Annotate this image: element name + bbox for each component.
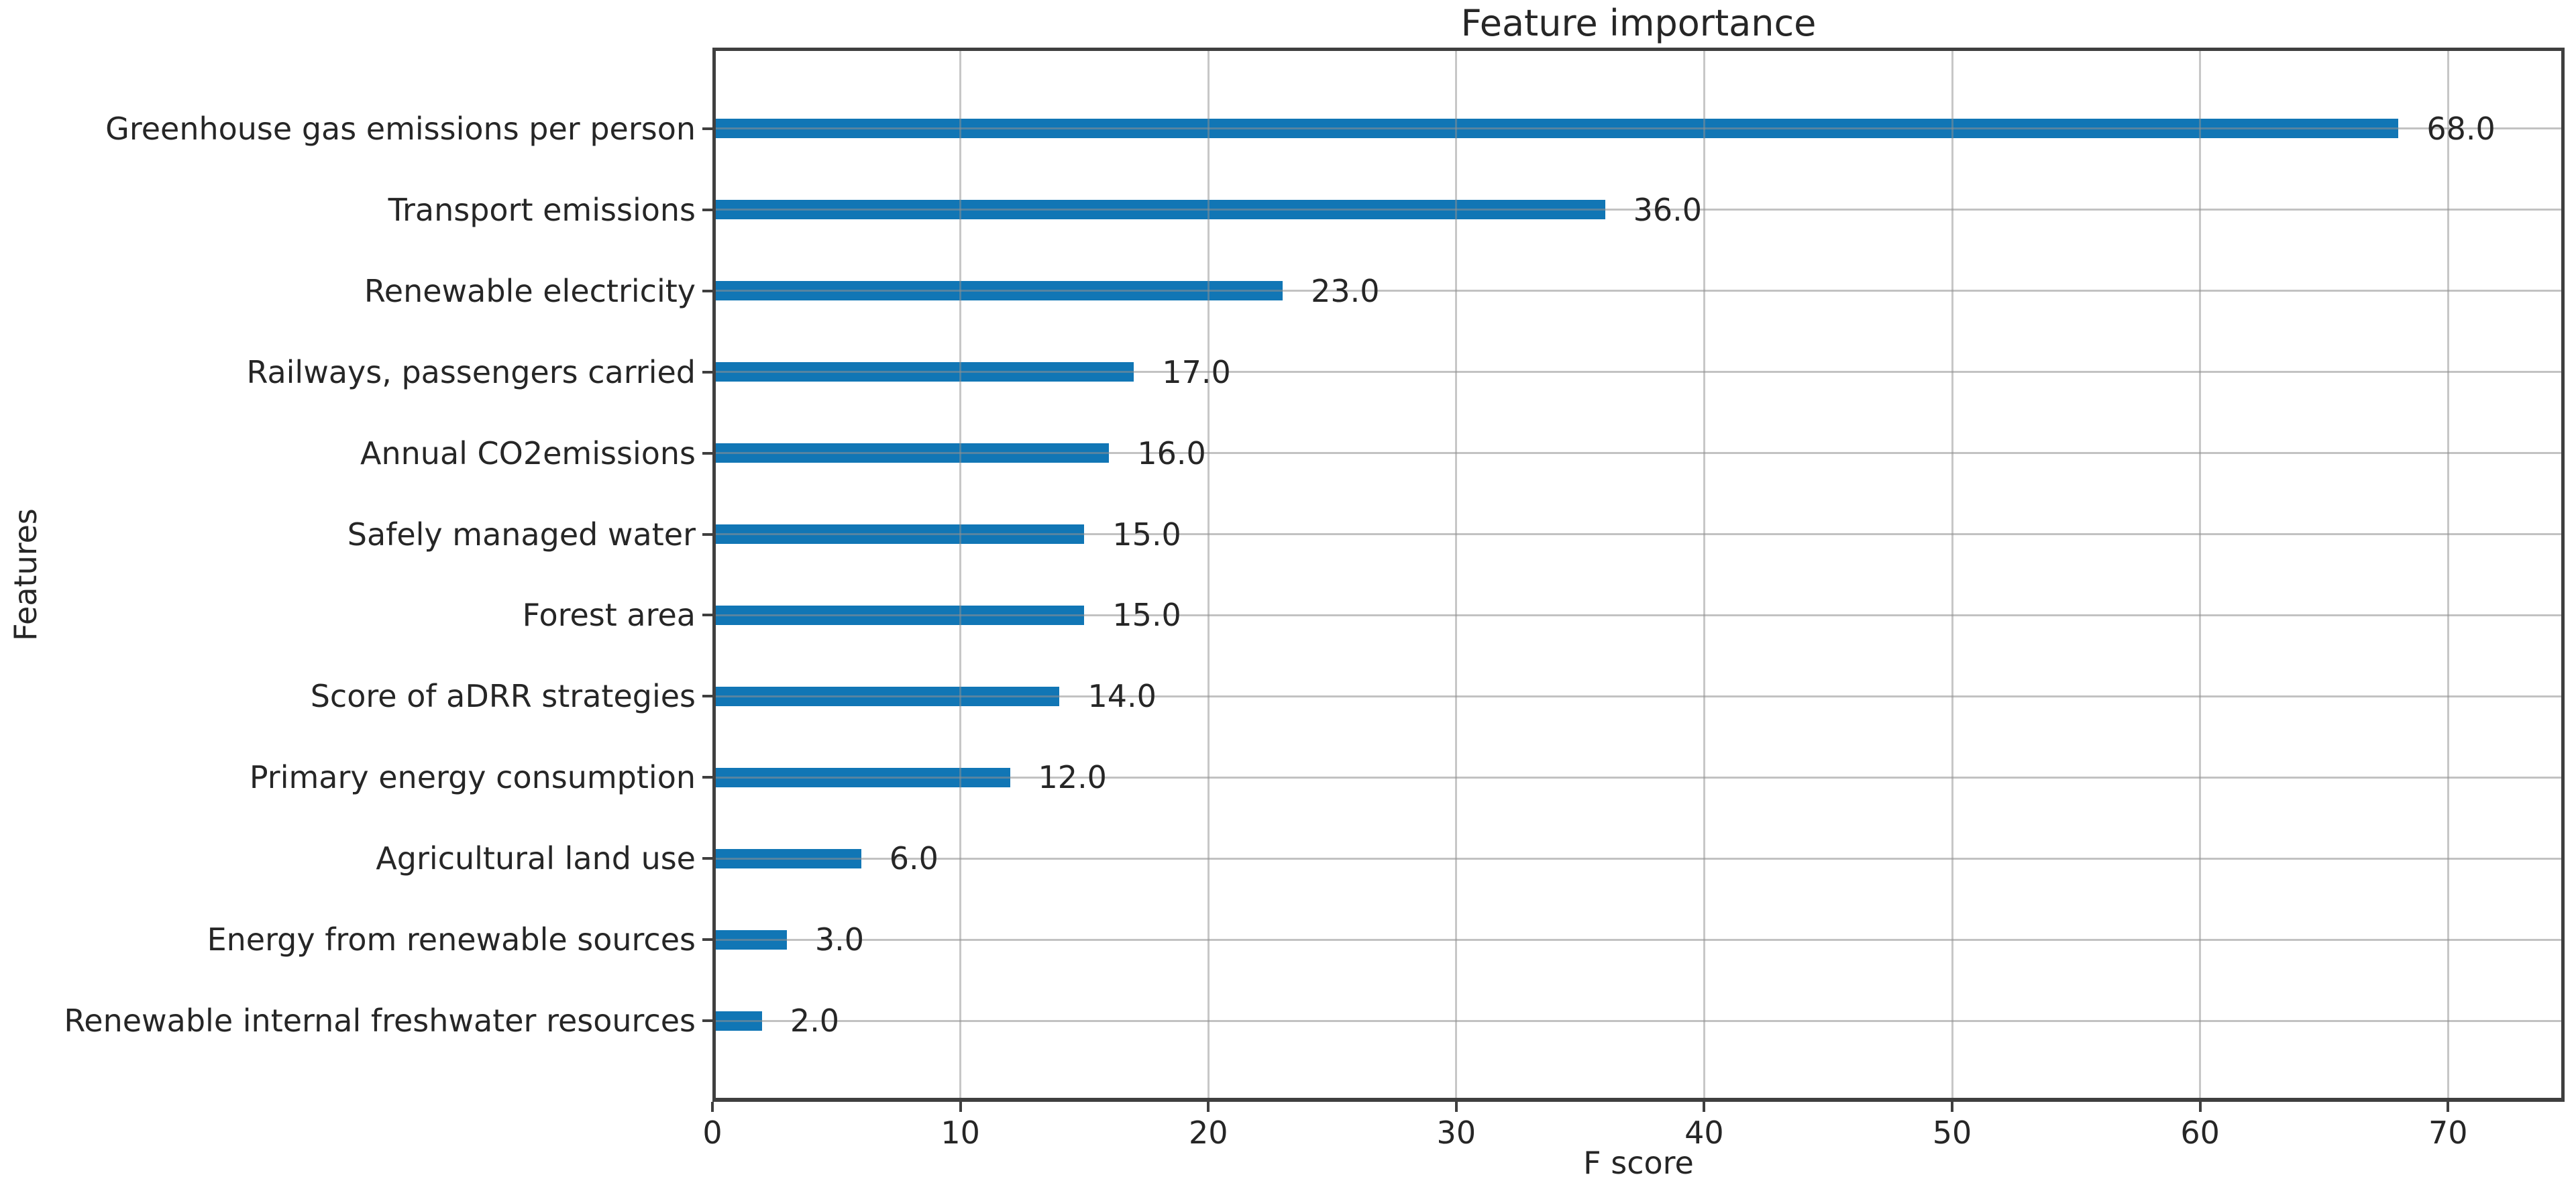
category-label: Renewable internal freshwater resources [64, 1003, 696, 1039]
x-tick-label: 30 [1436, 1115, 1477, 1151]
x-tick-mark [1951, 1102, 1954, 1112]
category-label: Annual CO2emissions [360, 435, 696, 471]
y-tick-mark [702, 127, 712, 130]
x-gridline [1951, 48, 1953, 1102]
x-tick-mark [1207, 1102, 1210, 1112]
category-label: Energy from renewable sources [207, 921, 696, 958]
bar-value-label: 36.0 [1633, 191, 1703, 228]
y-gridline [712, 533, 2565, 536]
y-tick-mark [702, 1019, 712, 1023]
spine-bottom [712, 1098, 2565, 1102]
y-tick-mark [702, 695, 712, 698]
y-gridline [712, 371, 2565, 374]
bar-value-label: 15.0 [1112, 516, 1181, 553]
x-tick-label: 40 [1684, 1115, 1724, 1151]
y-tick-mark [702, 776, 712, 779]
x-tick-mark [1454, 1102, 1458, 1112]
y-tick-mark [702, 938, 712, 942]
x-tick-mark [711, 1102, 714, 1112]
y-gridline [712, 614, 2565, 616]
chart-title: Feature importance [1460, 2, 1817, 44]
x-tick-label: 60 [2180, 1115, 2220, 1151]
x-tick-label: 70 [2428, 1115, 2468, 1151]
x-tick-label: 0 [702, 1115, 722, 1151]
plot-area: 68.0 36.0 23.0 17.0 16.0 15.0 15.0 14.0 12.0 6.0 3… [712, 48, 2565, 1102]
y-axis-spine [712, 48, 716, 1102]
y-gridline [712, 1019, 2565, 1022]
x-gridline [959, 48, 962, 1102]
bar-value-label: 12.0 [1038, 759, 1107, 796]
y-tick-mark [702, 208, 712, 211]
bar-value-label: 2.0 [790, 1003, 840, 1039]
bar-value-label: 6.0 [889, 840, 938, 877]
y-gridline [712, 209, 2565, 211]
x-gridline [2447, 48, 2449, 1102]
x-tick-label: 20 [1188, 1115, 1228, 1151]
x-gridline [1703, 48, 1705, 1102]
x-tick-mark [2198, 1102, 2202, 1112]
category-label: Agricultural land use [376, 840, 696, 877]
y-gridline [712, 938, 2565, 941]
y-tick-mark [702, 532, 712, 536]
x-tick-mark [959, 1102, 962, 1112]
y-tick-mark [702, 451, 712, 455]
x-gridline [2199, 48, 2202, 1102]
bar-value-label: 17.0 [1162, 353, 1231, 390]
y-gridline [712, 857, 2565, 860]
y-gridline [712, 776, 2565, 779]
y-gridline [712, 695, 2565, 697]
y-tick-mark [702, 857, 712, 860]
x-tick-mark [2447, 1102, 2450, 1112]
x-gridline [1207, 48, 1210, 1102]
bar-value-label: 68.0 [2426, 110, 2496, 147]
category-label: Forest area [522, 597, 696, 634]
y-tick-mark [702, 614, 712, 617]
x-tick-label: 10 [941, 1115, 980, 1151]
category-label: Transport emissions [388, 191, 696, 228]
y-tick-mark [702, 370, 712, 374]
bar-value-label: 16.0 [1137, 435, 1206, 471]
x-axis-label: F score [1583, 1145, 1694, 1181]
category-label: Primary energy consumption [249, 759, 696, 796]
y-gridline [712, 127, 2565, 130]
bar-value-label: 3.0 [814, 921, 865, 958]
y-tick-mark [702, 289, 712, 292]
category-label: Railways, passengers carried [246, 353, 696, 390]
bar-value-label: 14.0 [1087, 678, 1157, 715]
y-gridline [712, 290, 2565, 292]
x-tick-label: 50 [1932, 1115, 1972, 1151]
x-tick-mark [1703, 1102, 1706, 1112]
category-label: Greenhouse gas emissions per person [105, 110, 696, 147]
category-label: Safely managed water [347, 516, 696, 553]
bar-value-label: 23.0 [1311, 272, 1380, 309]
y-gridline [712, 452, 2565, 455]
category-label: Score of aDRR strategies [310, 678, 696, 715]
spine-right [2561, 48, 2565, 1102]
category-label: Renewable electricity [364, 272, 696, 309]
spine-top [712, 48, 2565, 51]
bar-value-label: 15.0 [1112, 597, 1181, 634]
x-gridline [1455, 48, 1458, 1102]
